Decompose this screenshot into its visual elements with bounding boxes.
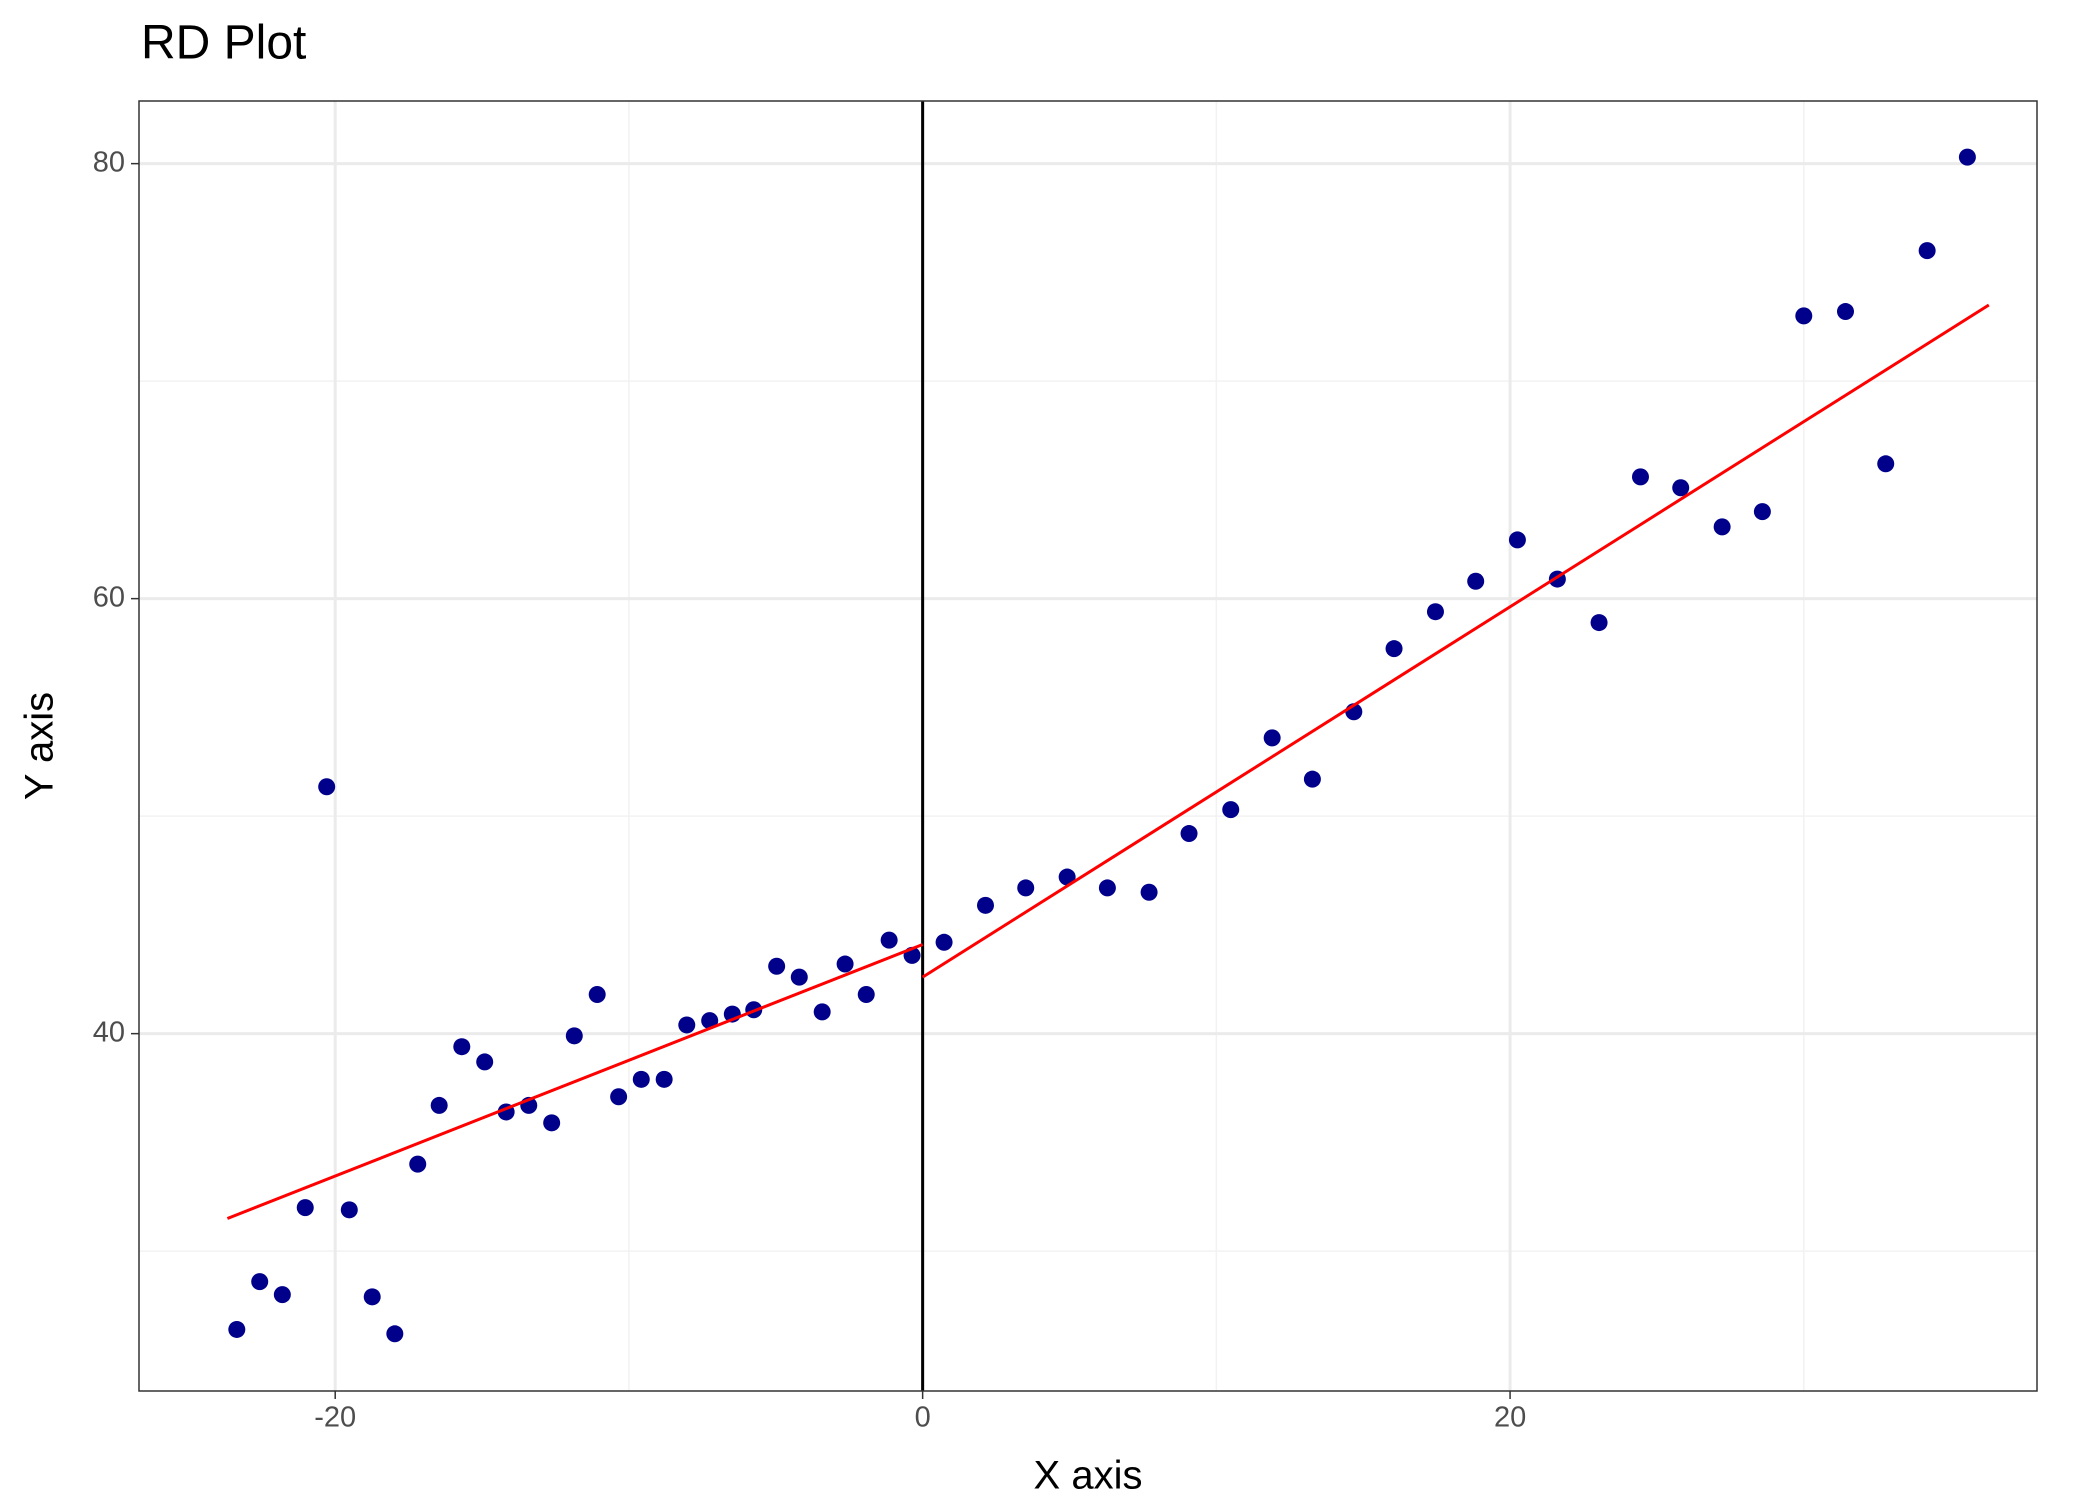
- point: [228, 1320, 246, 1338]
- x-tick-label: 20: [1494, 1402, 1526, 1434]
- x-tick-label: 0: [915, 1402, 931, 1434]
- point: [1836, 303, 1854, 321]
- chart-title: RD Plot: [141, 17, 306, 70]
- y-tick-label: 80: [93, 146, 125, 178]
- point: [1017, 879, 1035, 897]
- y-axis-title: Y axis: [18, 692, 62, 800]
- point: [251, 1273, 269, 1291]
- point: [565, 1027, 583, 1045]
- point: [363, 1288, 381, 1306]
- point: [1098, 879, 1116, 897]
- point: [340, 1201, 358, 1219]
- point: [273, 1286, 291, 1304]
- point: [1672, 479, 1690, 497]
- point: [409, 1155, 427, 1173]
- point: [701, 1012, 719, 1030]
- point: [453, 1038, 471, 1056]
- point: [1508, 531, 1526, 549]
- point: [1058, 868, 1076, 886]
- point: [610, 1088, 628, 1106]
- point: [318, 778, 336, 796]
- point: [1467, 572, 1485, 590]
- point: [430, 1096, 448, 1114]
- fit-line: [921, 303, 1990, 979]
- point: [1918, 242, 1936, 260]
- point: [1958, 148, 1976, 166]
- point: [1877, 455, 1895, 473]
- point: [1140, 883, 1158, 901]
- point: [632, 1070, 650, 1088]
- point: [678, 1016, 696, 1034]
- point: [386, 1325, 404, 1343]
- point: [1631, 468, 1649, 486]
- point: [588, 985, 606, 1003]
- point: [296, 1199, 314, 1217]
- y-tick-label: 60: [93, 581, 125, 613]
- point: [1180, 825, 1198, 843]
- point: [813, 1003, 831, 1021]
- point: [768, 957, 786, 975]
- point: [935, 933, 953, 951]
- panel-border: [138, 100, 2038, 1392]
- point: [790, 968, 808, 986]
- point: [1753, 503, 1771, 521]
- point: [880, 931, 898, 949]
- point: [1303, 770, 1321, 788]
- point: [836, 955, 854, 973]
- x-tick-label: -20: [314, 1402, 356, 1434]
- x-axis-title: X axis: [1034, 1454, 1143, 1498]
- point: [1426, 603, 1444, 621]
- point: [1263, 729, 1281, 747]
- fit-line: [226, 943, 924, 1220]
- point: [857, 985, 875, 1003]
- point: [655, 1070, 673, 1088]
- point: [976, 896, 994, 914]
- point: [1590, 614, 1608, 632]
- y-tick-label: 40: [93, 1016, 125, 1048]
- point: [543, 1114, 561, 1132]
- point: [1713, 518, 1731, 536]
- point: [1222, 801, 1240, 819]
- point: [476, 1053, 494, 1071]
- point: [1385, 640, 1403, 658]
- point: [1795, 307, 1813, 325]
